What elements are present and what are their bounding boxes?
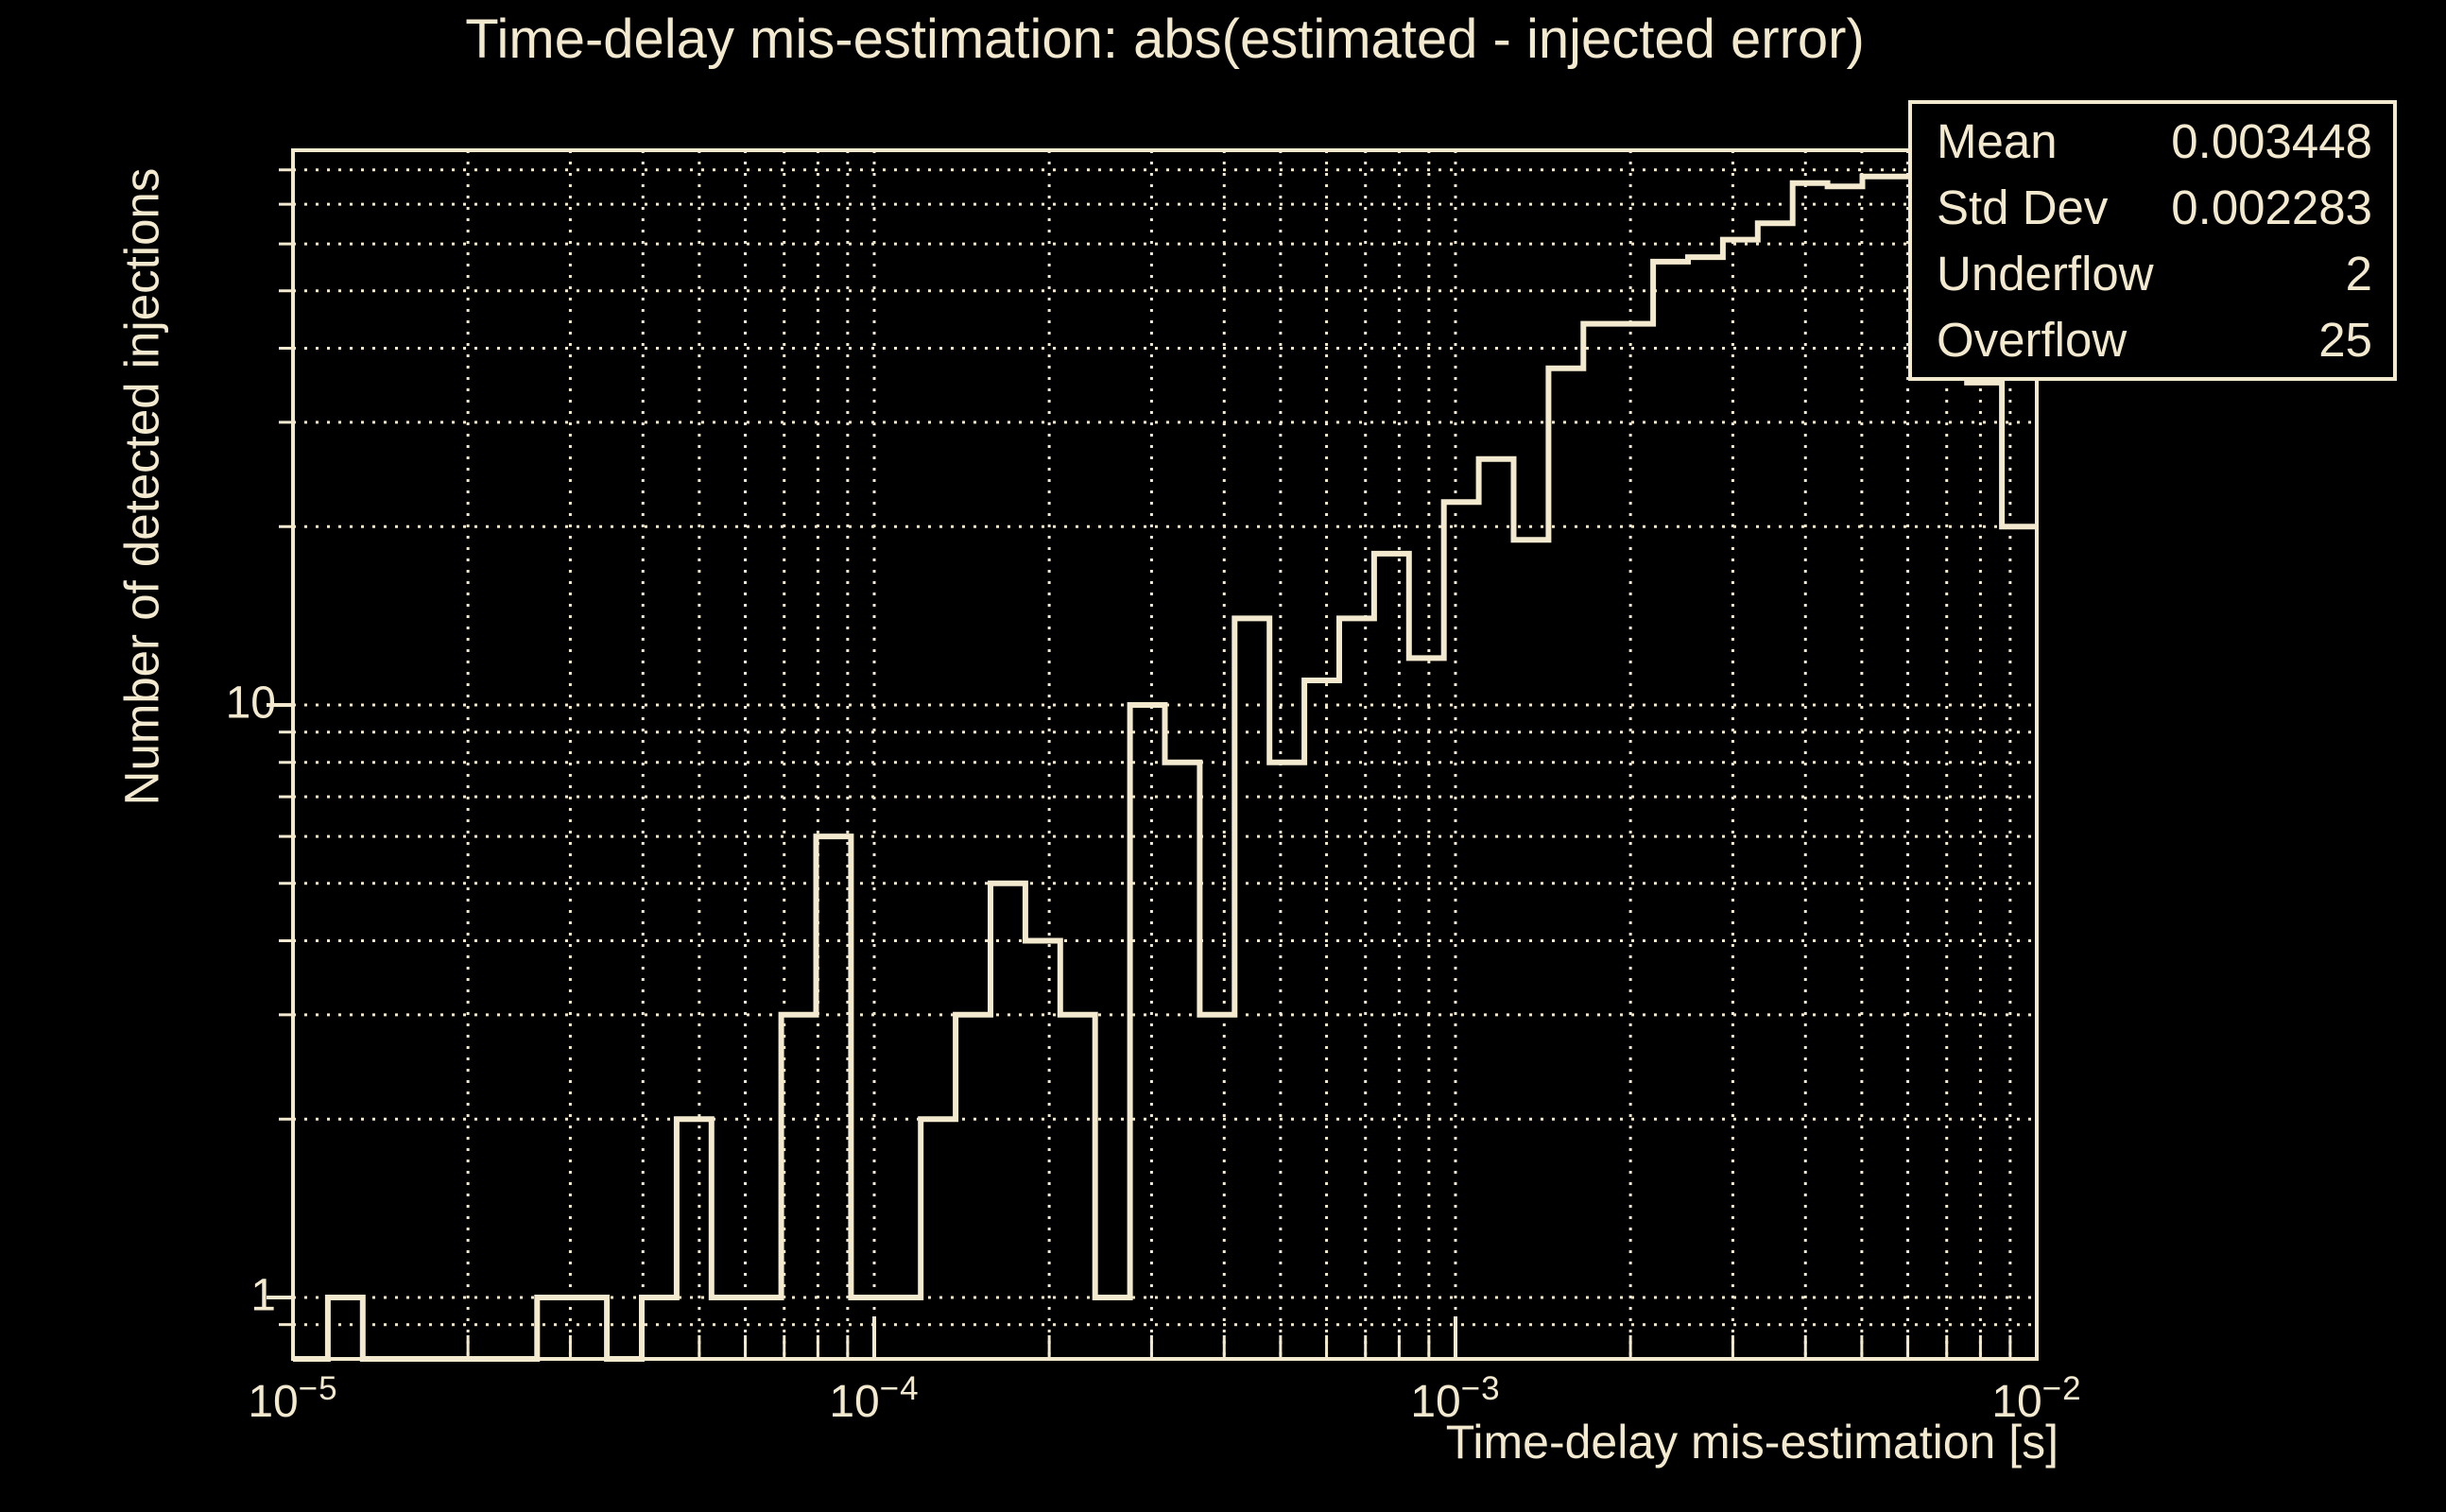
x-tick-exponent: −4 [879,1370,920,1407]
y-tick-label: 1 [250,1270,276,1321]
y-axis-title: Number of detected injections [114,167,169,806]
stats-label: Std Dev [1937,180,2109,234]
x-tick-label: 10−2 [1991,1370,2081,1428]
stats-value: 2 [2345,247,2372,301]
x-tick-label: 10−5 [248,1370,337,1428]
stats-row-underflow: Underflow 2 [1912,249,2393,298]
stats-value: 25 [2318,313,2372,368]
stats-row-overflow: Overflow 25 [1912,316,2393,364]
x-tick-exponent: −2 [2041,1370,2082,1407]
plot-title: Time-delay mis-estimation: abs(estimated… [465,9,1865,70]
stats-box: Mean 0.003448 Std Dev 0.002283 Underflow… [1908,100,2397,381]
stats-value: 0.002283 [2171,180,2372,234]
stats-label: Underflow [1937,247,2154,301]
x-tick-exponent: −3 [1460,1370,1501,1407]
x-tick-base: 10 [829,1377,880,1427]
x-tick-label: 10−3 [1410,1370,1500,1428]
histogram-step-line [293,173,2037,1362]
x-tick-base: 10 [248,1377,299,1427]
stats-row-stddev: Std Dev 0.002283 [1912,183,2393,232]
y-tick-label: 10 [225,678,276,729]
plot-frame [291,148,2039,1361]
stats-label: Overflow [1937,313,2127,368]
stats-value: 0.003448 [2171,113,2372,168]
x-tick-label: 10−4 [829,1370,919,1428]
x-axis-title: Time-delay mis-estimation [s] [1445,1416,2058,1469]
x-tick-exponent: −5 [298,1370,338,1407]
x-tick-base: 10 [1410,1377,1461,1427]
stats-label: Mean [1937,113,2058,168]
stats-row-mean: Mean 0.003448 [1912,117,2393,165]
x-tick-base: 10 [1991,1377,2042,1427]
